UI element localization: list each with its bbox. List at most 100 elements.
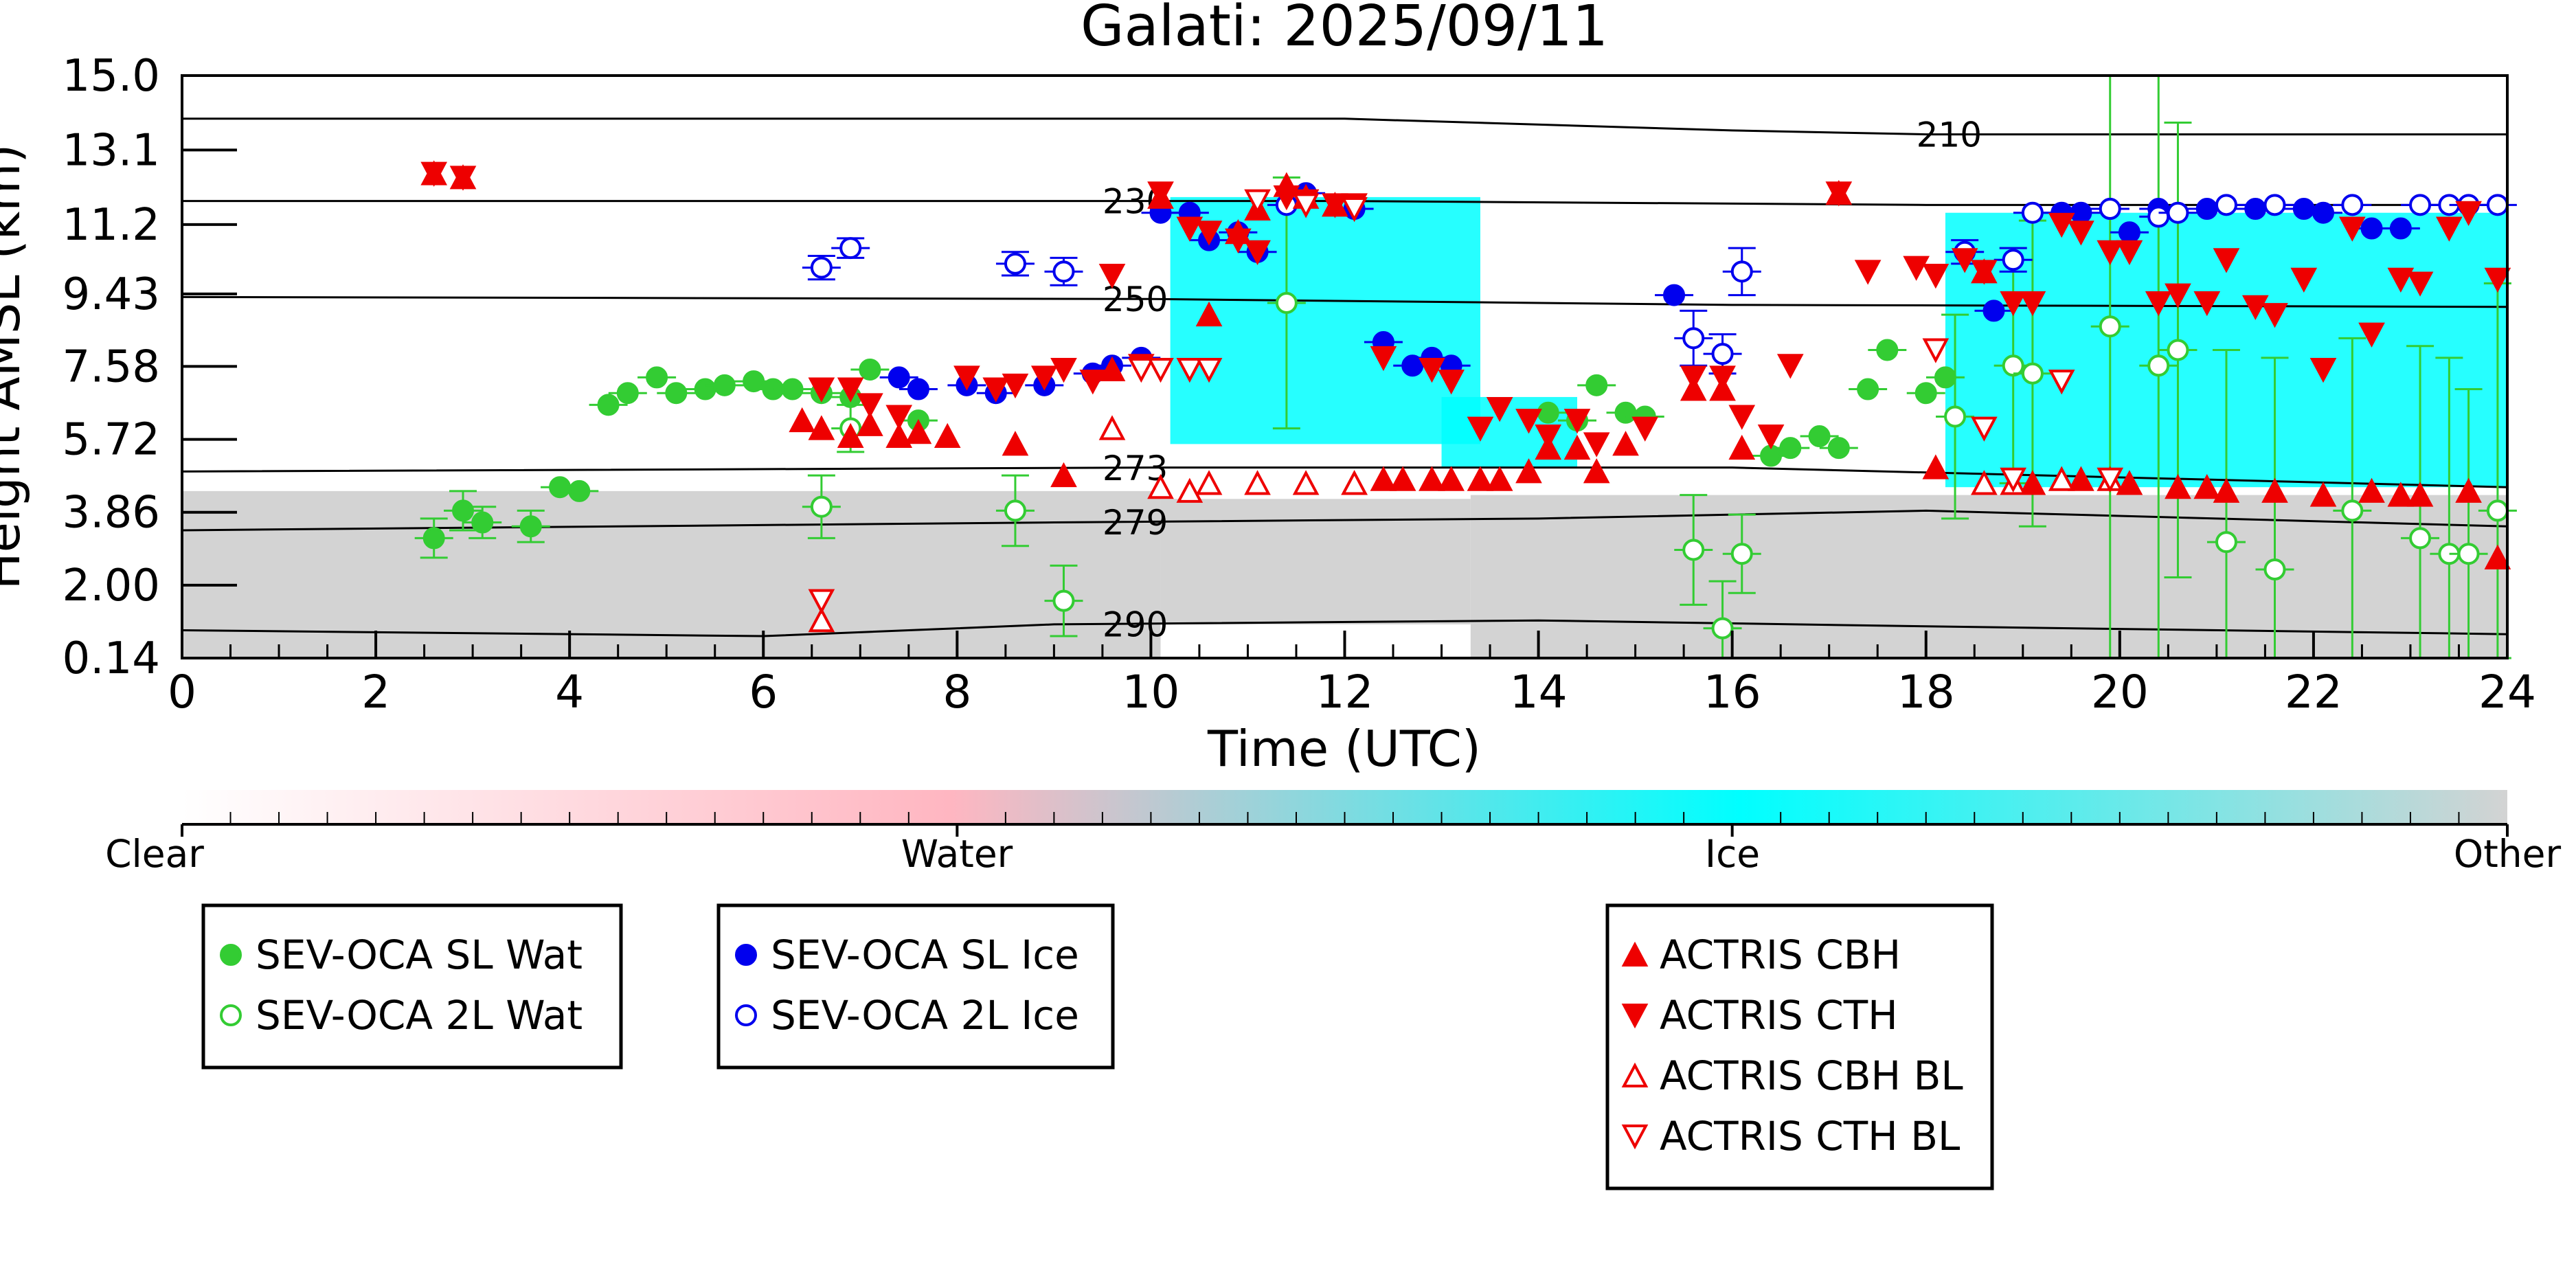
- legend-marker: [1621, 1004, 1649, 1029]
- y-axis-label: Height AMSL (km): [0, 144, 31, 590]
- data-point: [2215, 531, 2237, 554]
- data-point: [2021, 201, 2044, 224]
- data-point: [2147, 354, 2170, 377]
- data-point: [1004, 499, 1026, 522]
- data-point: [1195, 221, 1223, 246]
- data-point: [1002, 373, 1029, 399]
- data-point: [1631, 416, 1659, 442]
- data-point: [2244, 198, 2267, 221]
- data-point: [2455, 201, 2482, 226]
- isotherm-label: 210: [1917, 115, 1982, 155]
- data-point: [2213, 248, 2240, 273]
- data-point: [2436, 216, 2463, 242]
- data-point: [2193, 473, 2221, 499]
- data-point: [1825, 181, 1853, 207]
- data-point: [1730, 260, 1753, 283]
- data-point: [2213, 477, 2240, 503]
- data-point: [2261, 477, 2288, 503]
- colorbar-label-ice: Ice: [1705, 832, 1760, 876]
- data-point: [1682, 539, 1705, 561]
- data-point: [2309, 357, 2337, 383]
- legend-marker: [220, 1004, 242, 1026]
- data-point: [2099, 315, 2121, 338]
- legend-box: SEV-OCA SL Ice SEV-OCA 2L Ice: [716, 903, 1115, 1070]
- x-axis-label: Time (UTC): [1207, 720, 1481, 778]
- data-point: [1004, 252, 1026, 275]
- legend-marker: [220, 944, 242, 966]
- data-point: [1098, 356, 1126, 381]
- data-point: [2484, 544, 2511, 569]
- colorbar-label-water: Water: [901, 832, 1013, 876]
- data-point: [2097, 240, 2124, 266]
- data-point: [810, 495, 833, 518]
- data-point: [452, 499, 475, 522]
- data-point: [1728, 434, 1756, 460]
- data-point: [2484, 267, 2511, 293]
- data-point: [1944, 405, 1967, 428]
- data-point: [2360, 217, 2383, 240]
- data-point: [1757, 425, 1785, 450]
- data-point: [1914, 382, 1937, 405]
- legends: SEV-OCA SL Wat SEV-OCA 2L Wat SEV-OCA SL I…: [201, 903, 1994, 1190]
- data-point: [2387, 482, 2415, 507]
- isotherm-line: [182, 509, 2507, 532]
- x-tick-label: 4: [555, 666, 584, 719]
- data-point: [1052, 260, 1075, 283]
- data-point: [810, 256, 833, 279]
- data-point: [1951, 248, 1978, 273]
- legend-marker: [1621, 1125, 1649, 1150]
- data-point: [808, 589, 835, 614]
- data-point: [1419, 357, 1445, 383]
- data-point: [1438, 466, 1465, 491]
- data-point: [2097, 467, 2124, 493]
- legend-entry: SEV-OCA SL Wat: [256, 931, 583, 978]
- data-point: [1808, 425, 1831, 448]
- isotherm-line: [182, 295, 2507, 308]
- data-point: [1682, 327, 1705, 350]
- data-point: [885, 422, 913, 449]
- data-point: [549, 476, 572, 499]
- data-point: [1711, 617, 1734, 640]
- colorbar-label-clear: Clear: [105, 832, 204, 876]
- data-point: [1779, 437, 1802, 460]
- data-point: [1982, 300, 2005, 322]
- data-point: [1680, 365, 1707, 391]
- data-point: [2312, 201, 2335, 224]
- y-tick-label: 9.43: [63, 269, 161, 320]
- data-point: [1050, 462, 1077, 488]
- data-point: [2147, 205, 2170, 228]
- legend-marker: [1621, 941, 1649, 967]
- data-point: [2215, 194, 2237, 216]
- data-point: [519, 515, 542, 538]
- data-point: [1030, 365, 1058, 391]
- data-point: [2099, 198, 2121, 221]
- data-point: [1563, 434, 1591, 460]
- data-point: [1322, 193, 1348, 218]
- data-point: [1971, 416, 1998, 442]
- y-tick-label: 0.14: [63, 633, 161, 684]
- data-point: [1711, 343, 1734, 365]
- data-point: [1225, 228, 1252, 253]
- data-point: [808, 377, 835, 403]
- x-tick-label: 24: [2478, 666, 2536, 719]
- data-point: [2358, 322, 2385, 348]
- data-point: [1098, 415, 1126, 440]
- data-point: [471, 511, 494, 534]
- series-actris-cbh-bl: [808, 415, 2124, 633]
- data-point: [1612, 431, 1639, 456]
- y-tick-label: 2.00: [63, 561, 161, 611]
- y-tick-label: 3.86: [63, 488, 161, 539]
- data-point: [2290, 267, 2318, 293]
- data-point: [1176, 477, 1204, 503]
- data-point: [2000, 291, 2027, 317]
- data-point: [1275, 291, 1298, 314]
- retrieval-markers: [414, 74, 2517, 659]
- data-point: [1486, 397, 1513, 422]
- legend-entry: SEV-OCA SL Ice: [771, 931, 1079, 978]
- data-point: [568, 479, 591, 502]
- y-tick-label: 11.2: [63, 200, 161, 251]
- legend-marker: [735, 1004, 757, 1026]
- x-tick-label: 22: [2285, 666, 2342, 719]
- data-point: [2406, 482, 2434, 507]
